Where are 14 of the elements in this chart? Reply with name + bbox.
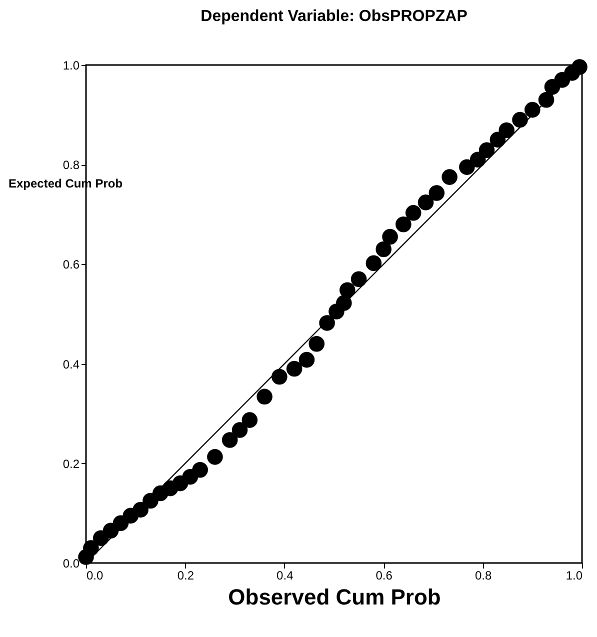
y-tick-label: 1.0 <box>62 58 80 72</box>
y-tick-label: 0.8 <box>62 158 80 172</box>
x-tick-label: 0.6 <box>376 568 393 582</box>
x-tick-label: 0.2 <box>177 568 194 582</box>
x-tick-label: 0.0 <box>86 568 104 582</box>
y-tick-label: 0.2 <box>62 456 80 471</box>
y-tick-label: 0.4 <box>62 357 80 372</box>
x-tick-label: 0.4 <box>276 568 294 582</box>
y-tick-label: 0.6 <box>62 258 80 272</box>
y-tick-label: 0.0 <box>62 556 80 570</box>
x-tick-label: 0.8 <box>474 568 492 582</box>
x-axis-title: Observed Cum Prob <box>228 584 441 610</box>
chart-title: Dependent Variable: ObsPROPZAP <box>200 8 468 26</box>
x-tick-label: 1.0 <box>566 568 583 582</box>
